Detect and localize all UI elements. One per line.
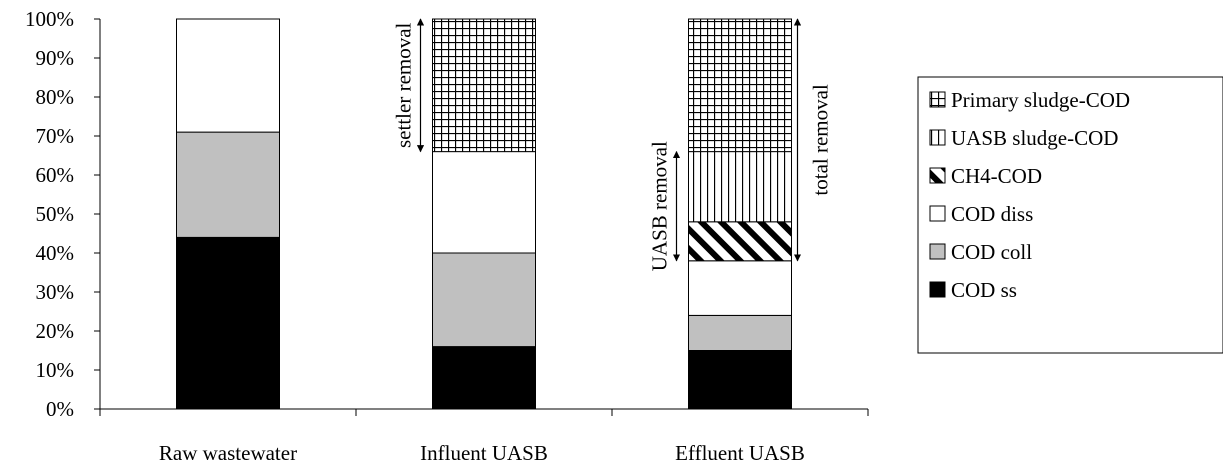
bar-segment [688,18,792,153]
legend-label: COD diss [951,202,1033,226]
bars [176,18,792,410]
x-category-label: Influent UASB [420,441,548,465]
annotations: settler removal UASB removal total removal [392,18,833,271]
legend-label: CH4-COD [951,164,1042,188]
y-tick-label: 90% [36,46,75,70]
legend-swatch [929,167,946,184]
bar-segment [176,18,280,133]
legend: Primary sludge-COD UASB sludge-COD CH4-COD… [917,76,1223,354]
y-tick-label: 20% [36,319,75,343]
bar-segment [688,221,792,262]
legend-swatch [929,129,946,146]
legend-label: UASB sludge-COD [951,126,1118,150]
y-tick-label: 0% [46,397,74,421]
bar-segment [688,350,792,410]
bar-segment [688,314,792,351]
bar-segment [176,236,280,410]
y-tick-label: 100% [25,7,74,31]
legend-swatch [929,281,946,298]
bar-segment [432,18,536,153]
x-category-label: Effluent UASB [675,441,805,465]
legend-swatch [929,243,946,260]
y-tick-label: 10% [36,358,75,382]
annotation-label: UASB removal [648,141,672,271]
annotation-label: settler removal [392,22,416,148]
legend-swatch [929,205,946,222]
legend-label: COD ss [951,278,1017,302]
bar-segment [432,346,536,410]
y-tick-label: 30% [36,280,75,304]
bar-segment [432,151,536,254]
x-category-label: Raw wastewater [159,441,297,465]
bar-segment [688,151,792,223]
legend-label: Primary sludge-COD [951,88,1130,112]
y-tick-label: 80% [36,85,75,109]
legend-box [917,76,1223,354]
y-tick-label: 70% [36,124,75,148]
y-tick-label: 60% [36,163,75,187]
legend-label: COD coll [951,240,1032,264]
legend-swatch [929,91,946,108]
annotation-label: total removal [809,84,833,196]
bar-segment [176,131,280,238]
y-tick-label: 50% [36,202,75,226]
axes: 0% 10% 20% 30% 40% 50% 60% 70% 80% 90% 100% Raw was… [25,7,869,465]
bar-segment [432,252,536,348]
y-tick-label: 40% [36,241,75,265]
bar-segment [688,260,792,316]
